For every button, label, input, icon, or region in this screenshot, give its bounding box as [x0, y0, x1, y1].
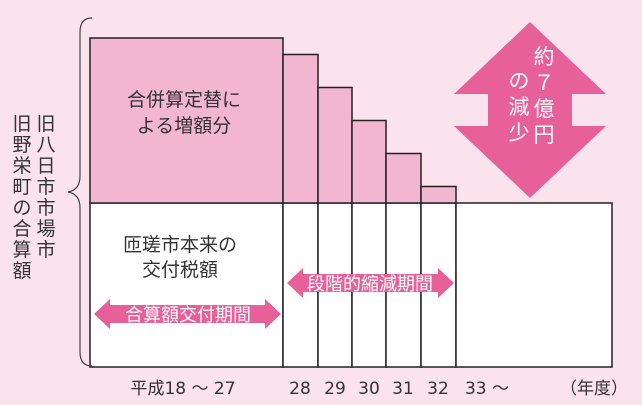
merged-series-label: 合併算定替に	[127, 89, 241, 111]
period-arrow-merged	[94, 299, 281, 329]
arrow-label-char: ７	[534, 71, 555, 95]
period-label-merged: 合算額交付期間	[125, 305, 251, 326]
merged-bar-5	[420, 185, 457, 204]
arrow-label-char: 約	[534, 45, 555, 69]
side-label-char: 場	[36, 218, 55, 240]
side-label-char: 額	[12, 260, 31, 282]
period-label-reduction: 段階的縮減期間	[307, 274, 433, 295]
side-label-char: 旧	[36, 113, 55, 135]
base-bar-0	[89, 202, 284, 368]
x-tick-label: 30	[358, 379, 380, 399]
merged-bar-2	[317, 86, 353, 204]
period-arrow-reduction	[287, 268, 454, 298]
arrow-label-char: の	[509, 69, 530, 93]
x-tick-label: 平成18 ～ 27	[130, 379, 235, 399]
side-label-char: 八	[36, 134, 55, 156]
side-label-char: 合	[12, 218, 31, 240]
labels-layer: 約７億円の減少合算額交付期間段階的縮減期間合併算定替による増額分匝瑳市本来の交付…	[12, 45, 628, 399]
arrow-label-char: 円	[534, 123, 555, 147]
arrow-label-char: 億	[534, 97, 555, 121]
x-tick-label: 28	[289, 379, 311, 399]
side-brace	[67, 17, 93, 367]
arrow-label-char: 少	[509, 121, 530, 145]
reduction-arrow	[454, 22, 606, 198]
arrow-label-char: 減	[509, 95, 530, 119]
merged-bar-0	[89, 37, 284, 204]
decor-layer	[67, 17, 606, 367]
side-label-char: 町	[12, 176, 31, 198]
base-bar-6	[455, 202, 613, 368]
base-series-label: 匝瑳市本来の	[123, 234, 237, 256]
side-label-char: 市	[36, 197, 55, 219]
x-tick-label: 32	[427, 379, 449, 399]
side-label-char: 市	[36, 239, 55, 261]
merged-bar-3	[351, 119, 387, 204]
side-label-char: 野	[12, 134, 31, 156]
x-tick-label: 31	[392, 379, 414, 399]
side-label-char: 日	[36, 155, 55, 177]
base-series-label: 交付税額	[142, 259, 218, 281]
x-tick-label: 33 ～	[465, 379, 509, 399]
merged-series-label: よる増額分	[137, 115, 231, 137]
merged-bar-4	[385, 152, 422, 204]
side-label-char: 栄	[12, 155, 31, 177]
side-label-char: の	[12, 197, 31, 219]
x-tick-label: 29	[324, 379, 346, 399]
x-unit-label: （年度）	[560, 379, 628, 399]
side-label-char: 市	[36, 176, 55, 198]
merged-bar-1	[282, 53, 319, 204]
side-label-char: 旧	[12, 113, 31, 135]
side-label-char: 算	[12, 239, 31, 261]
